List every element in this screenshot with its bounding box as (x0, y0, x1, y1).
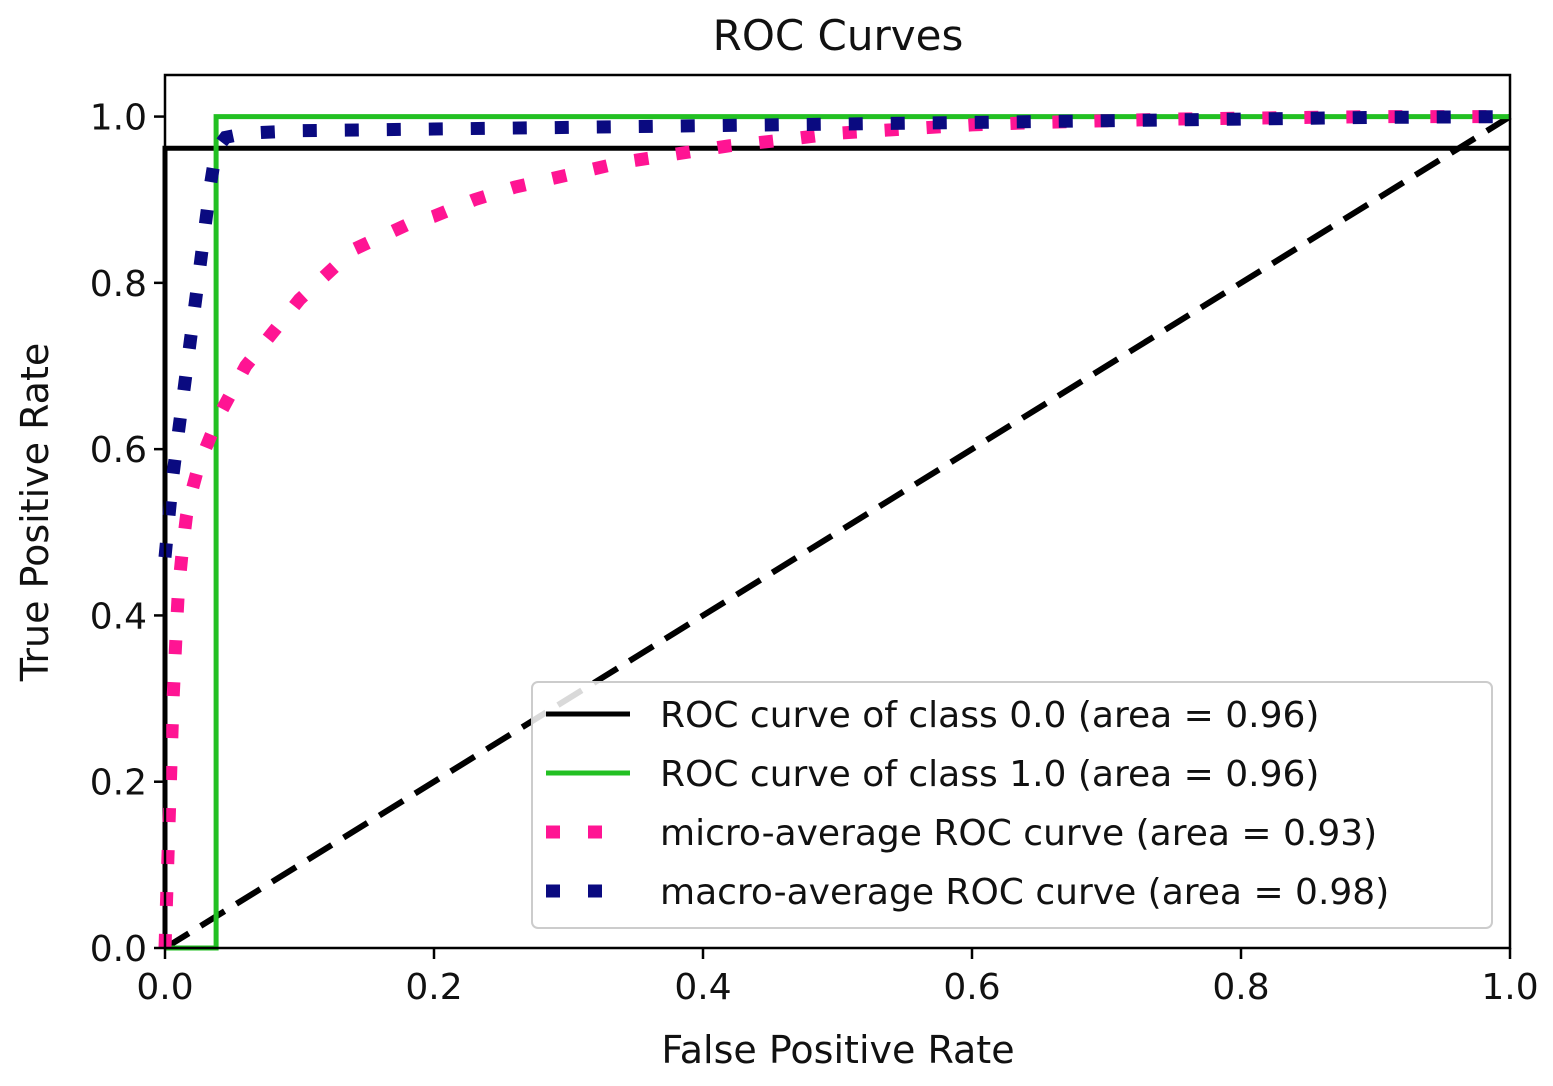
y-tick-label: 0.4 (90, 596, 147, 637)
y-tick-label: 0.8 (90, 264, 147, 305)
x-tick-label: 1.0 (1481, 967, 1538, 1008)
chart-title: ROC Curves (713, 11, 964, 60)
series-line-3 (158, 110, 1511, 558)
y-tick-label: 0.0 (90, 929, 147, 970)
x-tick-label: 0.8 (1212, 967, 1269, 1008)
plot-frame (163, 73, 1512, 950)
x-axis-label: False Positive Rate (661, 1028, 1014, 1072)
series-line-2 (158, 110, 1510, 949)
x-tick-label: 0.6 (943, 967, 1000, 1008)
x-tick-label: 0.0 (136, 967, 193, 1008)
y-tick-label: 0.2 (90, 763, 147, 804)
y-tick-label: 1.0 (90, 98, 147, 139)
legend-label: ROC curve of class 1.0 (area = 0.96) (660, 754, 1319, 795)
legend-label: ROC curve of class 0.0 (area = 0.96) (660, 695, 1319, 736)
legend: ROC curve of class 0.0 (area = 0.96) ROC … (531, 681, 1493, 929)
x-tick-label: 0.4 (674, 967, 731, 1008)
axis-ticks: 0.0 0.2 0.4 0.6 0.8 1.0 0.0 0.2 0.4 0.6 0.8 1.0 (90, 98, 1539, 1008)
legend-label: micro-average ROC curve (area = 0.93) (660, 813, 1377, 854)
plot-frame-layer (163, 73, 1512, 950)
chance-diagonal-line (163, 114, 1512, 951)
y-tick-label: 0.6 (90, 430, 147, 471)
legend-label: macro-average ROC curve (area = 0.98) (660, 872, 1389, 913)
y-axis-label: True Positive Rate (13, 343, 57, 683)
x-tick-label: 0.2 (405, 967, 462, 1008)
legend-box (531, 681, 1493, 929)
